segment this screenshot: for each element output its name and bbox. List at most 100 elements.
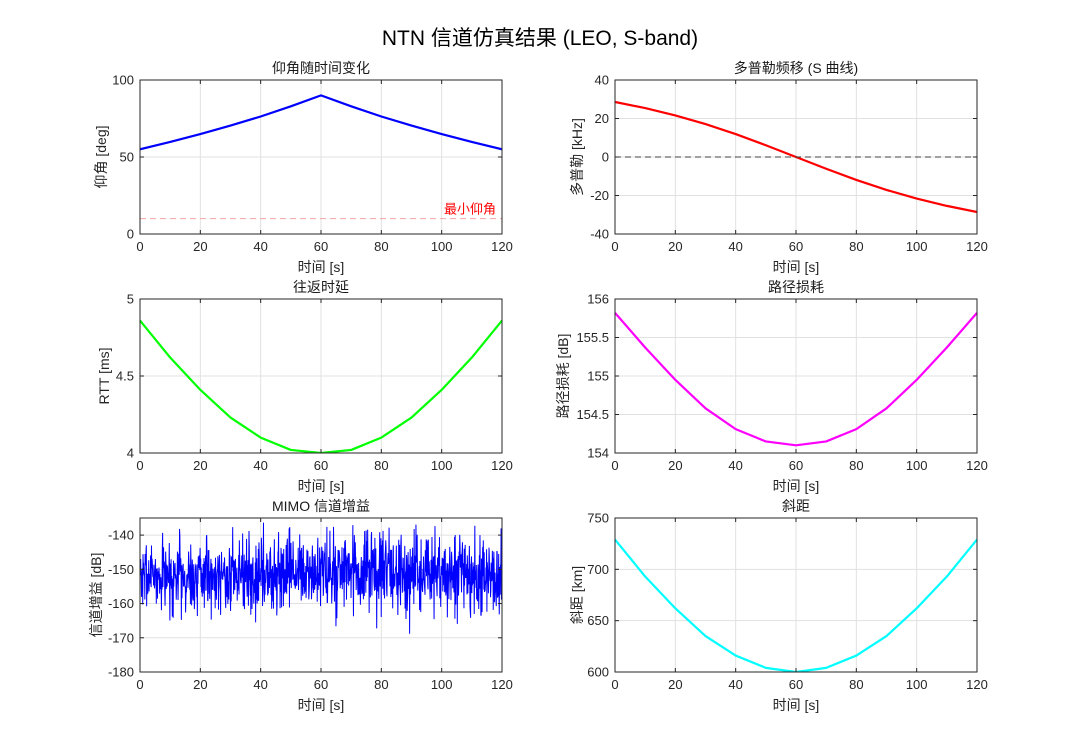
series-line [615, 538, 977, 672]
panel-elevation: 仰角随时间变化 时间 [s] 仰角 [deg] 最小仰角 0 20 40 60 80 100… [93, 60, 513, 275]
y-tick-label: 600 [587, 665, 609, 680]
x-tick-label: 0 [136, 458, 143, 473]
y-tick-label: 155 [587, 369, 609, 384]
y-tick-label: 0 [602, 150, 609, 165]
x-tick-label: 20 [193, 458, 207, 473]
x-tick-label: 60 [789, 677, 803, 692]
panel-mimo: MIMO 信道增益 时间 [s] 信道增益 [dB] 0 20 40 60 80 100 1… [88, 498, 513, 713]
x-axis-label: 时间 [s] [773, 478, 820, 494]
x-tick-label: 20 [193, 677, 207, 692]
panel-rtt: 往返时延 时间 [s] RTT [ms] 0 20 40 60 80 100 120 4 4.5… [96, 279, 513, 494]
x-tick-label: 80 [374, 458, 388, 473]
x-tick-label: 100 [431, 677, 453, 692]
x-tick-label: 20 [668, 677, 682, 692]
x-tick-label: 60 [314, 677, 328, 692]
panel-slant-range: 斜距 时间 [s] 斜距 [km] 0 20 40 60 80 100 120 600 650 7… [569, 498, 988, 713]
x-tick-label: 40 [728, 677, 742, 692]
x-tick-label: 20 [668, 458, 682, 473]
x-tick-label: 80 [849, 677, 863, 692]
panel-title: 多普勒频移 (S 曲线) [734, 60, 858, 76]
x-tick-label: 100 [431, 239, 453, 254]
panel-title: 仰角随时间变化 [272, 60, 370, 76]
x-axis-label: 时间 [s] [298, 697, 345, 713]
x-tick-label: 120 [491, 239, 513, 254]
x-tick-label: 60 [314, 239, 328, 254]
y-tick-label: 0 [127, 227, 134, 242]
y-tick-label: 4.5 [116, 369, 134, 384]
x-tick-label: 40 [728, 239, 742, 254]
x-tick-label: 0 [136, 239, 143, 254]
y-tick-label: 40 [595, 73, 609, 88]
x-tick-label: 80 [849, 458, 863, 473]
x-tick-label: 100 [431, 458, 453, 473]
series-line [140, 319, 502, 453]
y-tick-label: 700 [587, 562, 609, 577]
y-axis-label: 路径损耗 [dB] [555, 334, 571, 419]
x-tick-label: 40 [253, 458, 267, 473]
x-tick-label: 40 [728, 458, 742, 473]
panel-title: 往返时延 [293, 279, 349, 295]
x-tick-label: 60 [789, 458, 803, 473]
x-tick-label: 80 [374, 677, 388, 692]
x-tick-label: 100 [906, 677, 928, 692]
series-layer [615, 100, 977, 214]
x-tick-label: 100 [906, 458, 928, 473]
panel-title: MIMO 信道增益 [272, 498, 370, 514]
x-tick-label: 60 [314, 458, 328, 473]
y-tick-label: 50 [120, 150, 134, 165]
panel-doppler: 多普勒频移 (S 曲线) 时间 [s] 多普勒 [kHz] 0 20 40 60 80 1… [569, 60, 988, 275]
y-tick-label: -140 [108, 528, 134, 543]
y-tick-label: 4 [127, 446, 134, 461]
x-axis-label: 时间 [s] [298, 259, 345, 275]
x-tick-label: 20 [193, 239, 207, 254]
series-line [140, 94, 502, 151]
y-tick-label: 154.5 [576, 407, 609, 422]
x-tick-label: 80 [849, 239, 863, 254]
y-axis-label: RTT [ms] [96, 347, 112, 404]
x-tick-label: 0 [136, 677, 143, 692]
panel-title: 路径损耗 [768, 279, 824, 295]
series-line [140, 522, 502, 634]
y-tick-label: 20 [595, 111, 609, 126]
y-tick-label: -180 [108, 665, 134, 680]
y-tick-label: -150 [108, 562, 134, 577]
annotation-label: 最小仰角 [444, 202, 496, 217]
figure-title: NTN 信道仿真结果 (LEO, S-band) [382, 27, 698, 50]
x-tick-label: 100 [906, 239, 928, 254]
x-axis-label: 时间 [s] [773, 259, 820, 275]
series-layer [140, 94, 502, 220]
y-tick-label: -40 [590, 227, 609, 242]
y-tick-label: 5 [127, 292, 134, 307]
y-tick-label: 156 [587, 292, 609, 307]
y-tick-label: -170 [108, 630, 134, 645]
y-axis-label: 斜距 [km] [569, 566, 585, 624]
x-tick-label: 120 [966, 458, 988, 473]
x-tick-label: 40 [253, 239, 267, 254]
panel-title: 斜距 [782, 498, 810, 514]
series-line [615, 312, 977, 447]
panel-pathloss: 路径损耗 时间 [s] 路径损耗 [dB] 0 20 40 60 80 100 120 154… [555, 279, 988, 494]
y-tick-label: 100 [112, 73, 134, 88]
x-tick-label: 0 [611, 458, 618, 473]
series-layer [140, 319, 502, 453]
y-tick-label: 154 [587, 446, 609, 461]
series-layer [140, 522, 502, 634]
y-tick-label: 155.5 [576, 330, 609, 345]
y-tick-label: 650 [587, 613, 609, 628]
x-tick-label: 0 [611, 677, 618, 692]
x-tick-label: 120 [966, 239, 988, 254]
x-tick-label: 120 [491, 677, 513, 692]
x-tick-label: 80 [374, 239, 388, 254]
x-tick-label: 120 [966, 677, 988, 692]
x-tick-label: 20 [668, 239, 682, 254]
y-axis-label: 多普勒 [kHz] [569, 118, 585, 196]
y-axis-label: 仰角 [deg] [93, 125, 109, 188]
x-tick-label: 40 [253, 677, 267, 692]
x-axis-label: 时间 [s] [773, 697, 820, 713]
x-tick-label: 0 [611, 239, 618, 254]
x-tick-label: 60 [789, 239, 803, 254]
y-tick-label: -20 [590, 188, 609, 203]
y-axis-label: 信道增益 [dB] [88, 553, 104, 638]
series-layer [615, 538, 977, 672]
